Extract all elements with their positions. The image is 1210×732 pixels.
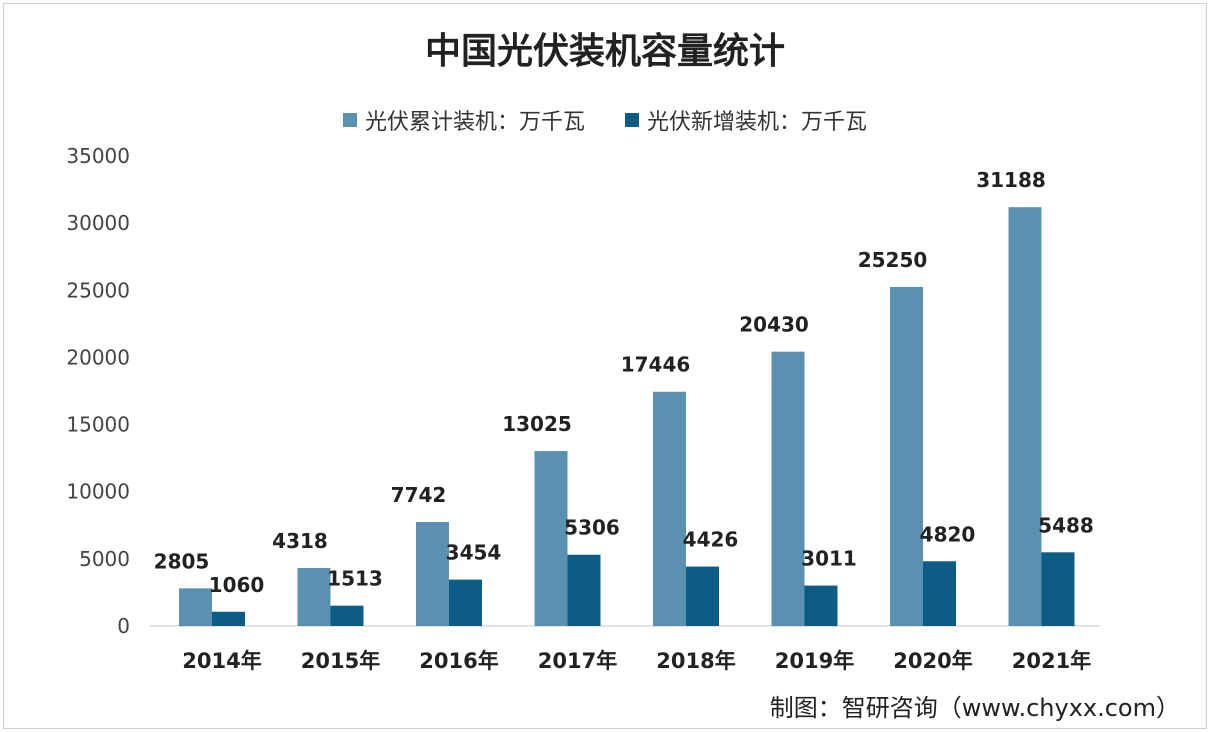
data-label: 4318 <box>272 529 328 553</box>
bar-cumulative <box>179 588 212 626</box>
data-label: 17446 <box>621 353 691 377</box>
chart-title: 中国光伏装机容量统计 <box>424 30 785 72</box>
bar-cumulative <box>653 391 686 626</box>
x-tick-label: 2019年 <box>775 649 854 673</box>
bar-new <box>923 561 956 626</box>
bar-cumulative <box>534 451 568 626</box>
y-tick-label: 0 <box>117 614 130 638</box>
bar-cumulative <box>1008 207 1042 627</box>
data-label: 31188 <box>976 168 1046 192</box>
data-label: 4820 <box>920 522 976 546</box>
data-label: 3011 <box>801 547 857 571</box>
legend-item-cumulative: 光伏累计装机：万千瓦 <box>342 104 585 136</box>
data-label: 1513 <box>327 567 383 591</box>
x-tick-label: 2020年 <box>893 649 972 673</box>
bar-cumulative <box>297 568 331 626</box>
bar-new <box>1041 552 1075 626</box>
y-tick-label: 30000 <box>66 211 130 235</box>
legend-swatch-new <box>625 113 639 127</box>
bar-new <box>449 579 482 626</box>
bar-cumulative <box>771 351 805 626</box>
x-tick-label: 2018年 <box>656 649 735 673</box>
legend-swatch-cumulative <box>342 113 357 127</box>
y-tick-label: 10000 <box>66 480 130 504</box>
data-label: 20430 <box>739 313 809 337</box>
y-tick-label: 25000 <box>66 278 130 302</box>
source-note: 制图：智研咨询（www.chyxx.com） <box>769 694 1180 722</box>
data-label: 5306 <box>564 516 620 540</box>
data-label: 4426 <box>683 528 739 552</box>
data-label: 7742 <box>391 483 447 507</box>
bar-new <box>686 566 719 626</box>
y-tick-label: 20000 <box>66 345 130 369</box>
bar-new <box>212 611 245 626</box>
data-label: 3454 <box>446 541 502 565</box>
chart-frame <box>3 3 1207 729</box>
y-tick-label: 35000 <box>66 144 130 168</box>
bar-new <box>567 554 601 626</box>
data-label: 13025 <box>502 412 572 436</box>
legend-item-new: 光伏新增装机：万千瓦 <box>625 104 867 136</box>
bar-new <box>804 585 838 626</box>
bar-cumulative <box>416 522 449 626</box>
data-label: 25250 <box>858 248 928 272</box>
x-tick-label: 2014年 <box>182 649 261 673</box>
y-tick-label: 5000 <box>79 547 130 571</box>
x-tick-label: 2017年 <box>538 649 617 673</box>
data-label: 2805 <box>154 549 210 573</box>
bar-new <box>330 605 364 626</box>
x-tick-label: 2021年 <box>1012 649 1091 673</box>
legend-label-new: 光伏新增装机：万千瓦 <box>647 110 868 135</box>
y-tick-label: 15000 <box>66 413 130 437</box>
data-label: 5488 <box>1038 513 1094 537</box>
data-label: 1060 <box>209 573 265 597</box>
legend: 光伏累计装机：万千瓦 光伏新增装机：万千瓦 <box>0 104 1210 136</box>
x-tick-label: 2016年 <box>419 649 498 673</box>
x-tick-label: 2015年 <box>301 649 380 673</box>
legend-label-cumulative: 光伏累计装机：万千瓦 <box>364 110 585 135</box>
bar-cumulative <box>890 286 923 626</box>
